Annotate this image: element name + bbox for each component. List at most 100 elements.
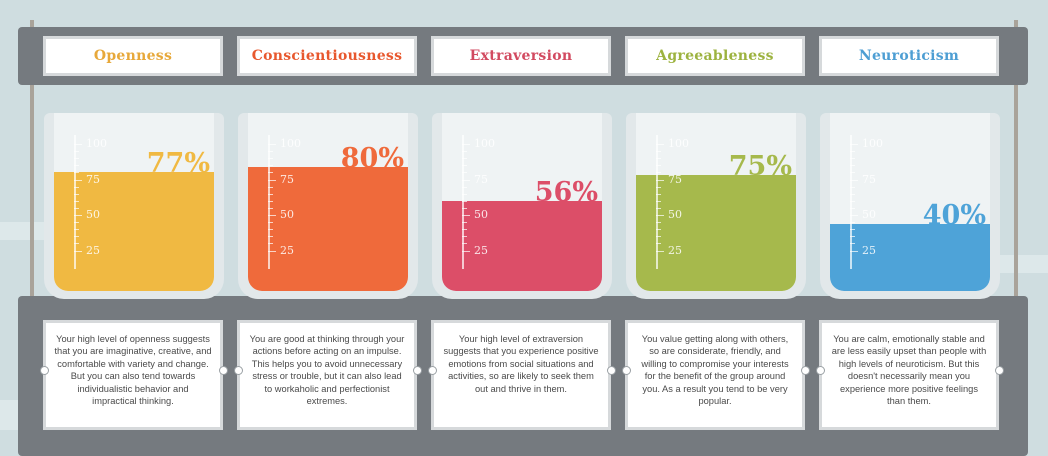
major-tick [74, 215, 82, 216]
minor-tick [74, 151, 79, 153]
trait-label-neuroticism: Neuroticism [819, 36, 999, 76]
minor-tick [656, 151, 661, 153]
minor-tick [850, 172, 855, 174]
connector-dot [40, 366, 49, 375]
minor-tick [74, 236, 79, 238]
minor-tick [268, 165, 273, 167]
scale-line [656, 135, 658, 269]
major-tick [656, 250, 664, 252]
minor-tick [462, 229, 467, 231]
beaker-inner: 100 75 50 25 80% [248, 113, 408, 291]
major-tick [656, 144, 664, 145]
minor-tick [74, 243, 79, 245]
major-tick [74, 179, 82, 181]
major-tick [656, 179, 664, 181]
beaker-extraversion: 100 75 50 25 56% [432, 113, 612, 299]
major-tick [462, 215, 470, 216]
minor-tick [268, 193, 273, 195]
minor-tick [656, 207, 661, 209]
scale-line [850, 135, 852, 269]
beaker-inner: 100 75 50 25 56% [442, 113, 602, 291]
tick-label: 100 [474, 137, 495, 150]
minor-tick [656, 236, 661, 238]
minor-tick [462, 236, 467, 238]
minor-tick [656, 243, 661, 245]
beaker-conscientiousness: 100 75 50 25 80% [238, 113, 418, 299]
tick-label: 100 [668, 137, 689, 150]
minor-tick [462, 151, 467, 153]
tick-label: 75 [862, 172, 876, 186]
minor-tick [268, 229, 273, 231]
major-tick [850, 215, 858, 216]
connector-dot [234, 366, 243, 375]
connector-dot [428, 366, 437, 375]
tick-label: 25 [862, 243, 876, 257]
major-tick [74, 144, 82, 145]
scale-line [74, 135, 76, 269]
scale-line [268, 135, 270, 269]
minor-tick [74, 229, 79, 231]
minor-tick [656, 222, 661, 224]
tick-label: 50 [862, 208, 876, 221]
minor-tick [850, 236, 855, 238]
description-conscientiousness: You are good at thinking through your ac… [237, 320, 417, 430]
description-openness: Your high level of openness suggests tha… [43, 320, 223, 430]
connector-dot [816, 366, 825, 375]
shelf-post-left [30, 20, 34, 310]
tick-label: 75 [280, 172, 294, 186]
minor-tick [462, 172, 467, 174]
connector-dot [622, 366, 631, 375]
minor-tick [74, 172, 79, 174]
beaker-inner: 100 75 50 25 40% [830, 113, 990, 291]
tick-label: 100 [86, 137, 107, 150]
trait-label-agreeableness: Agreeableness [625, 36, 805, 76]
minor-tick [462, 243, 467, 245]
minor-tick [850, 165, 855, 167]
tick-label: 25 [280, 243, 294, 257]
minor-tick [268, 207, 273, 209]
tick-label: 25 [668, 243, 682, 257]
minor-tick [74, 186, 79, 188]
minor-tick [268, 186, 273, 188]
minor-tick [850, 151, 855, 153]
minor-tick [850, 186, 855, 188]
bar-openness [54, 171, 214, 291]
minor-tick [656, 229, 661, 231]
minor-tick [850, 200, 855, 202]
minor-tick [462, 193, 467, 195]
value-label-conscientiousness: 80% [340, 143, 404, 175]
major-tick [462, 144, 470, 145]
minor-tick [462, 200, 467, 202]
minor-tick [656, 193, 661, 195]
major-tick [850, 179, 858, 181]
minor-tick [268, 236, 273, 238]
minor-tick [268, 243, 273, 245]
minor-tick [462, 165, 467, 167]
minor-tick [74, 200, 79, 202]
minor-tick [850, 193, 855, 195]
minor-tick [462, 222, 467, 224]
bar-conscientiousness [248, 167, 408, 291]
value-label-extraversion: 56% [534, 177, 598, 209]
minor-tick [656, 172, 661, 174]
minor-tick [656, 165, 661, 167]
tick-label: 75 [668, 172, 682, 186]
minor-tick [268, 200, 273, 202]
trait-label-conscientiousness: Conscientiousness [237, 36, 417, 76]
minor-tick [850, 158, 855, 160]
value-label-neuroticism: 40% [922, 200, 986, 232]
minor-tick [850, 222, 855, 224]
minor-tick [268, 222, 273, 224]
tick-label: 50 [86, 208, 100, 221]
minor-tick [268, 172, 273, 174]
minor-tick [74, 165, 79, 167]
minor-tick [74, 193, 79, 195]
tick-label: 25 [474, 243, 488, 257]
minor-tick [656, 186, 661, 188]
minor-tick [462, 186, 467, 188]
connector-dot [413, 366, 422, 375]
connector-dot [607, 366, 616, 375]
major-tick [656, 215, 664, 216]
beaker-inner: 100 75 50 25 77% [54, 113, 214, 291]
minor-tick [850, 229, 855, 231]
